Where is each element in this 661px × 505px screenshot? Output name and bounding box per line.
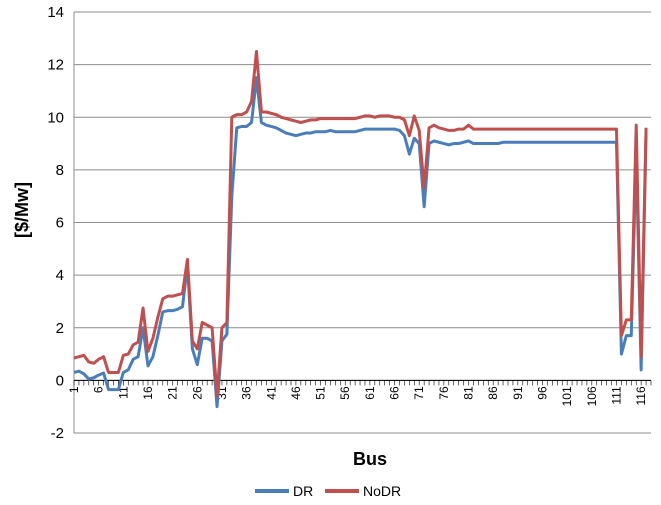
y-tick-label: 14 (47, 4, 64, 21)
y-tick-label: 12 (47, 57, 64, 74)
y-tick-label: 2 (56, 320, 64, 337)
x-tick-label: 46 (289, 386, 303, 400)
y-axis-title: [$/Mw] (12, 182, 32, 238)
x-tick-label: 26 (190, 386, 204, 400)
x-tick-label: 16 (141, 386, 155, 400)
y-tick-label: 8 (56, 162, 64, 179)
grid-lines (74, 11, 651, 434)
x-tick-label: 101 (560, 386, 574, 406)
x-tick-label: 106 (585, 386, 599, 406)
x-tick-label: 36 (240, 386, 254, 400)
series-line-nodr (73, 49, 648, 398)
x-axis: 1 6 11 16 21 26 31 36 41 46 51 56 61 66 71 76 81 86 91 96 10… (67, 379, 652, 406)
x-tick-label: 6 (92, 386, 106, 393)
x-tick-label: 91 (511, 386, 525, 400)
x-tick-label: 61 (363, 386, 377, 400)
x-tick-label: 86 (486, 386, 500, 400)
x-tick-label: 81 (462, 386, 476, 400)
y-tick-label: 0 (56, 372, 64, 389)
x-tick-label: 66 (388, 386, 402, 400)
x-tick-label: 56 (338, 386, 352, 400)
x-tick-label: 96 (536, 386, 550, 400)
x-tick-label: 71 (412, 386, 426, 400)
legend-label-dr: DR (293, 483, 313, 499)
y-tick-label: 10 (47, 109, 64, 126)
x-tick-label: 41 (264, 386, 278, 400)
x-tick-label: 116 (634, 386, 648, 405)
x-tick-label: 51 (314, 386, 328, 400)
x-tick-label: 76 (437, 386, 451, 400)
y-tick-label: 4 (56, 267, 64, 284)
y-axis: -2 0 2 4 6 8 10 12 14 (47, 4, 75, 442)
y-tick-label: -2 (51, 425, 64, 442)
x-tick-label: 1 (67, 386, 81, 393)
x-tick-label: 21 (166, 386, 180, 400)
x-axis-title: Bus (353, 449, 387, 469)
series-layer (73, 49, 648, 409)
legend: DR NoDR (255, 483, 401, 499)
x-tick-label: 111 (609, 386, 623, 405)
series-line-dr (73, 76, 648, 409)
y-tick-label: 6 (56, 215, 64, 232)
legend-label-nodr: NoDR (363, 483, 401, 499)
